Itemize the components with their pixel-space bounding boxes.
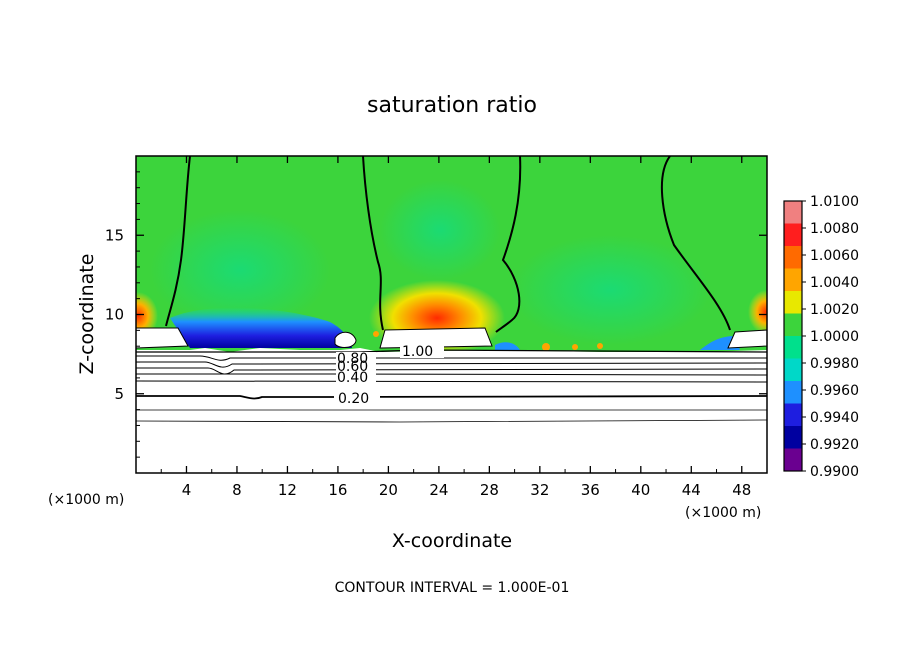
y-tick-label: 5: [114, 385, 124, 403]
contour-label-1-00: 1.00: [402, 344, 433, 360]
contour-1-plume-left: [165, 156, 191, 327]
warm-region-right-edge: [748, 290, 767, 334]
x-tick-label: 32: [530, 481, 549, 499]
plot-area: 1.00 0.80 0.60 0.40 0.20: [136, 156, 767, 473]
colorbar-label: 1.0060: [810, 248, 859, 264]
chart-title: saturation ratio: [367, 93, 537, 118]
contour-line: [136, 361, 767, 368]
colorbar-swatch: [784, 448, 802, 472]
x-tick-label: 24: [429, 481, 448, 499]
contour-line: [136, 419, 767, 423]
colorbar-label: 0.9940: [810, 410, 859, 426]
x-axis-ticks: 4 8 12 16 20 24 28 32 36 40 44 48: [160, 156, 751, 499]
white-patch: [334, 331, 357, 348]
colorbar-label: 1.0080: [810, 221, 859, 237]
colorbar-swatch: [784, 426, 802, 449]
colorbar-label: 1.0100: [810, 194, 859, 210]
contour-labels: [334, 344, 444, 405]
contour-interval-note: CONTOUR INTERVAL = 1.000E-01: [335, 580, 570, 596]
colorbar-swatch: [784, 313, 802, 337]
contour-label-0-60: 0.60: [337, 359, 368, 375]
x-axis-title: X-coordinate: [392, 530, 512, 552]
contour-label-0-40: 0.40: [337, 370, 368, 386]
contour-label-0-80: 0.80: [337, 351, 368, 367]
warm-dot: [597, 343, 603, 349]
x-tick-label: 40: [631, 481, 650, 499]
colorbar-label: 0.9960: [810, 383, 859, 399]
dry-band-mid: [495, 342, 520, 350]
colorbar-label: 0.9900: [810, 464, 859, 480]
white-patch: [727, 329, 767, 349]
colorbar-swatch: [784, 381, 802, 404]
y-tick-label: 15: [105, 226, 124, 244]
contour-1-plume-center-right: [495, 156, 522, 333]
colorbar-swatch: [784, 201, 802, 224]
contour-line: [136, 395, 767, 400]
contour-line: [136, 373, 767, 376]
warm-dot: [572, 344, 578, 350]
moist-region: [150, 210, 330, 330]
contour-1-plume-center: [362, 156, 384, 331]
colorbar-swatch: [784, 246, 802, 269]
x-tick-label: 20: [379, 481, 398, 499]
colorbar-swatch: [784, 358, 802, 382]
colorbar-swatch: [784, 268, 802, 292]
contour-line: [136, 355, 767, 361]
x-tick-label: 28: [480, 481, 499, 499]
white-patch: [379, 327, 493, 349]
x-tick-label: 48: [732, 481, 751, 499]
dry-band-left: [170, 307, 352, 348]
y-tick-label: 10: [105, 306, 124, 324]
colorbar-label: 1.0020: [810, 302, 859, 318]
colorbar-label: 0.9980: [810, 356, 859, 372]
y-axis-title: Z-coordinate: [76, 254, 98, 375]
colorbar-swatch: [784, 403, 802, 427]
warm-dot: [373, 331, 379, 337]
x-unit-left: (×1000 m): [48, 492, 124, 508]
x-tick-label: 44: [682, 481, 701, 499]
warm-dot: [542, 343, 550, 351]
colorbar-swatch: [784, 223, 802, 247]
colorbar-label: 0.9920: [810, 437, 859, 453]
x-tick-label: 4: [182, 481, 192, 499]
moist-region: [380, 180, 500, 280]
contour-line: [136, 349, 767, 353]
colorbar-swatch: [784, 291, 802, 314]
x-tick-label: 12: [278, 481, 297, 499]
contour-line: [136, 380, 767, 383]
colorbar-label: 1.0040: [810, 275, 859, 291]
lower-layer: [136, 348, 767, 473]
colorbar-label: 1.0000: [810, 329, 859, 345]
y-axis-ticks: 5 10 15: [105, 171, 767, 458]
contour-line: [136, 367, 767, 375]
x-tick-label: 16: [328, 481, 347, 499]
x-unit-right: (×1000 m): [685, 505, 761, 521]
moist-region: [510, 235, 710, 345]
colorbar: 1.0100 1.0080 1.0060 1.0040 1.0020 1.0000 0.99…: [783, 194, 859, 480]
x-tick-label: 8: [232, 481, 242, 499]
contour-label-0-20: 0.20: [338, 391, 369, 407]
white-patch: [136, 327, 189, 349]
colorbar-swatch: [784, 336, 802, 359]
x-tick-label: 36: [581, 481, 600, 499]
contour-1-plume-right: [660, 156, 731, 331]
